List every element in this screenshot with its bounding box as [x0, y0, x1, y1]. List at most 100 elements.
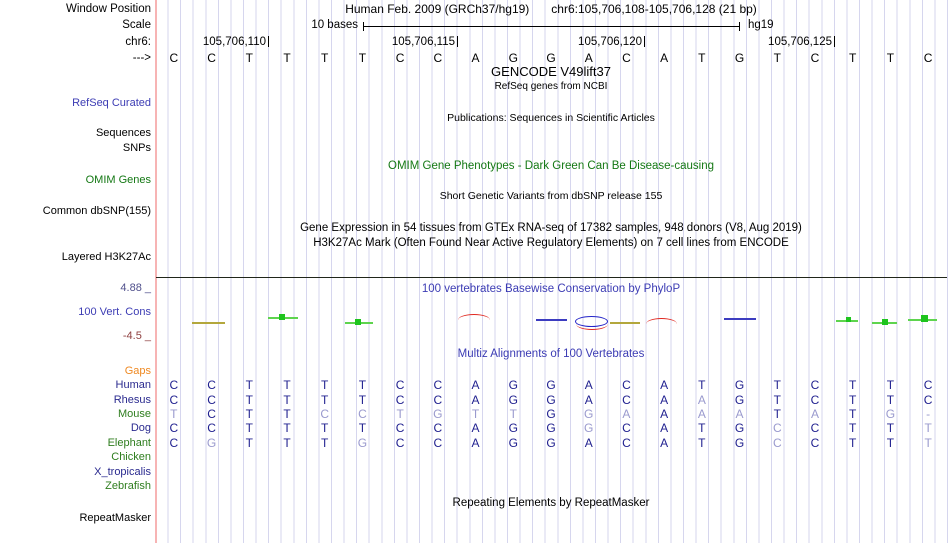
track-center-message[interactable]: H3K27Ac Mark (Often Found Near Active Re… [313, 237, 789, 249]
alignment-species-label[interactable]: Gaps [124, 365, 151, 377]
track-center-message[interactable]: Short Genetic Variants from dbSNP releas… [439, 190, 663, 202]
alignment-base: G [546, 436, 556, 450]
alignment-base: G [734, 393, 745, 407]
alignment-base: T [773, 407, 781, 421]
reference-base: T [283, 51, 291, 65]
alignment-base: C [622, 393, 631, 407]
alignment-species-label[interactable]: Human [115, 379, 151, 391]
alignment-base: A [660, 407, 669, 421]
alignment-base: A [660, 393, 669, 407]
reference-base: C [622, 51, 631, 65]
alignment-base: T [283, 421, 291, 435]
ruler-position-label: 105,706,115 [391, 36, 455, 48]
track-center-message[interactable]: 100 vertebrates Basewise Conservation by… [421, 283, 681, 295]
alignment-base: C [923, 393, 933, 407]
track-label[interactable]: Sequences [95, 127, 151, 139]
alignment-base: G [546, 421, 556, 435]
alignment-base: C [772, 436, 782, 450]
track-center-message[interactable]: Gene Expression in 54 tissues from GTEx … [300, 222, 802, 234]
alignment-base: T [849, 421, 857, 435]
alignment-base: A [471, 393, 480, 407]
alignment-base: A [660, 436, 669, 450]
position-range-title: chr6:105,706,108-105,706,128 (21 bp) [551, 2, 757, 16]
assembly-tag: hg19 [748, 19, 774, 31]
track-label[interactable]: Common dbSNP(155) [42, 205, 151, 217]
alignment-base: T [886, 378, 895, 392]
alignment-base: C [810, 436, 820, 450]
alignment-base: T [245, 421, 253, 435]
alignment-species-label[interactable]: Dog [130, 422, 151, 434]
alignment-base: A [697, 393, 706, 407]
ruler-position-label: 105,706,110 [202, 36, 266, 48]
alignment-base: C [433, 378, 443, 392]
alignment-base: T [170, 407, 178, 421]
conservation-mark-square [279, 314, 285, 320]
alignment-base: C [433, 421, 443, 435]
window-position-title: Human Feb. 2009 (GRCh37/hg19) chr6:105,7… [155, 2, 947, 16]
alignment-base: G [357, 436, 368, 450]
alignment-base: T [471, 407, 480, 421]
window-position-label: Window Position [65, 3, 151, 15]
reference-base: T [849, 51, 857, 65]
alignment-base: C [772, 421, 782, 435]
alignment-species-label[interactable]: X_tropicalis [94, 466, 151, 478]
ruler-tick-mark [457, 36, 458, 47]
alignment-base: T [245, 378, 253, 392]
track-label[interactable]: 100 Vert. Cons [78, 306, 151, 318]
track-label[interactable]: -4.5 _ [122, 330, 151, 342]
track-center-message[interactable]: Publications: Sequences in Scientific Ar… [447, 112, 655, 124]
alignment-base: G [734, 421, 745, 435]
conservation-mark-dash [610, 322, 640, 324]
alignment-base: T [321, 436, 329, 450]
alignment-base: C [207, 407, 216, 421]
scale-bar-left-tick [363, 21, 365, 31]
alignment-base: G [885, 407, 896, 421]
track-label[interactable]: RepeatMasker [79, 512, 151, 524]
alignment-base: T [924, 436, 932, 450]
track-center-message[interactable]: GENCODE V49lift37 [491, 64, 611, 79]
track-label[interactable]: 4.88 _ [120, 282, 151, 294]
scale-value-label: 10 bases [311, 19, 358, 31]
chromosome-label: chr6: [125, 36, 151, 48]
scale-bar-right-tick [738, 21, 740, 31]
conservation-mark-square [882, 319, 888, 325]
reference-base: G [734, 51, 745, 65]
scale-bar [363, 21, 740, 31]
alignment-species-label[interactable]: Chicken [111, 451, 151, 463]
track-label[interactable]: Layered H3K27Ac [61, 251, 151, 263]
conservation-mark-arc-down [576, 324, 608, 330]
track-label[interactable]: OMIM Genes [85, 174, 151, 186]
alignment-base: A [697, 407, 706, 421]
alignment-base: C [395, 378, 405, 392]
track-center-message[interactable]: Multiz Alignments of 100 Vertebrates [457, 348, 645, 360]
track-label[interactable]: SNPs [122, 142, 151, 154]
alignment-base: A [622, 407, 631, 421]
alignment-base: G [546, 378, 556, 392]
alignment-species-label[interactable]: Zebrafish [105, 480, 151, 492]
assembly-title: Human Feb. 2009 (GRCh37/hg19) [345, 2, 530, 16]
alignment-base: G [508, 421, 518, 435]
alignment-species-label[interactable]: Rhesus [113, 394, 151, 406]
reference-base: T [321, 51, 329, 65]
alignment-species-label[interactable]: Elephant [107, 437, 151, 449]
track-center-message[interactable]: OMIM Gene Phenotypes - Dark Green Can Be… [388, 160, 714, 172]
track-center-message[interactable]: Repeating Elements by RepeatMasker [452, 497, 650, 509]
alignment-base: A [735, 407, 744, 421]
track-label[interactable]: RefSeq Curated [72, 97, 151, 109]
reference-base: C [169, 51, 179, 65]
alignment-species-label[interactable]: Mouse [117, 408, 151, 420]
alignment-base: T [698, 436, 706, 450]
alignment-base: C [395, 436, 405, 450]
conservation-mark-square [355, 319, 361, 325]
reference-base: T [358, 51, 367, 65]
alignment-base: T [886, 436, 895, 450]
alignment-base: T [849, 436, 857, 450]
reference-base: A [471, 51, 480, 65]
alignment-base: G [734, 378, 745, 392]
conservation-mark-dash [192, 322, 225, 324]
reference-base: A [584, 51, 593, 65]
alignment-base: T [245, 407, 253, 421]
alignment-base: A [471, 421, 480, 435]
track-center-message[interactable]: RefSeq genes from NCBI [494, 81, 608, 92]
